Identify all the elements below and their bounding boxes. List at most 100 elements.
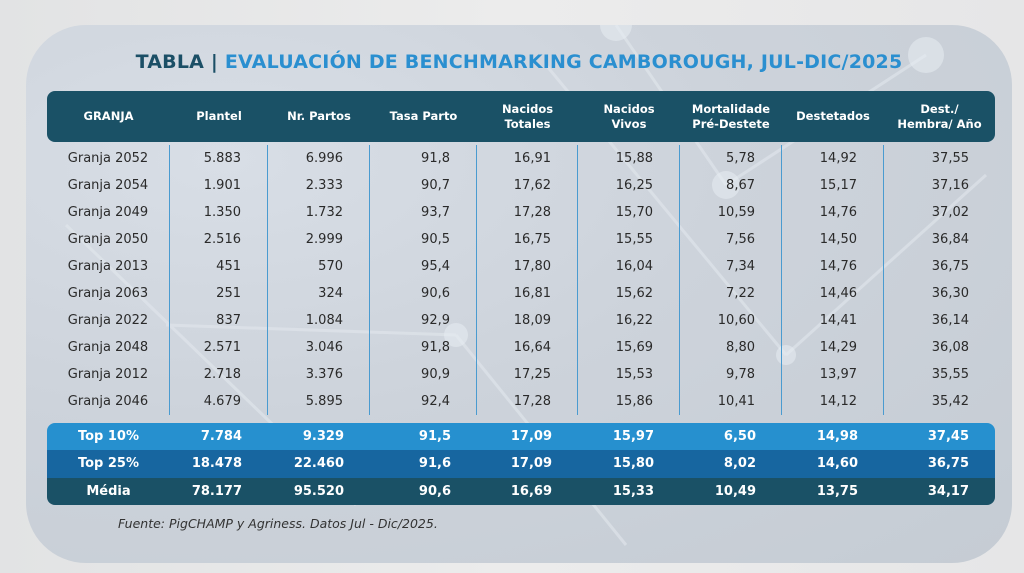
row-label: Granja 2012 (47, 361, 170, 388)
row-label: Granja 2046 (47, 388, 170, 415)
table-cell: 2.516 (170, 226, 268, 253)
table-cell: 14,46 (782, 280, 884, 307)
table-cell: 3.046 (268, 334, 370, 361)
table-cell: 90,7 (370, 172, 477, 199)
summary-label: Média (86, 483, 131, 499)
table-cell: 91,8 (370, 145, 477, 172)
table-row: Granja 2048 2.571 3.046 91,8 16,64 15,69 8,80 1… (47, 334, 995, 361)
table-cell: 324 (268, 280, 370, 307)
col-header-nr-partos: Nr. Partos (287, 109, 351, 123)
table-cell: 16,64 (477, 334, 578, 361)
table-cell: 16,22 (578, 307, 680, 334)
summary-cell: 17,09 (510, 456, 552, 472)
table-cell: 2.571 (170, 334, 268, 361)
table-cell: 16,75 (477, 226, 578, 253)
summary-cell: 95.520 (293, 483, 344, 499)
table-cell: 4.679 (170, 388, 268, 415)
table-cell: 91,8 (370, 334, 477, 361)
table-cell: 93,7 (370, 199, 477, 226)
row-label: Granja 2054 (47, 172, 170, 199)
col-header-nacidos-vivos: Nacidos Vivos (603, 101, 655, 131)
row-label: Granja 2050 (47, 226, 170, 253)
table-cell: 9,78 (680, 361, 782, 388)
table-cell: 14,50 (782, 226, 884, 253)
title-prefix: TABLA (135, 51, 205, 73)
title-separator: | (210, 51, 219, 73)
table-cell: 5,78 (680, 145, 782, 172)
table-cell: 1.350 (170, 199, 268, 226)
table-cell: 16,25 (578, 172, 680, 199)
table-panel: TABLA | EVALUACIÓN DE BENCHMARKING CAMBO… (26, 25, 1012, 563)
col-header-tasa-parto: Tasa Parto (389, 109, 458, 123)
summary-rows: Top 10% 7.784 9.329 91,5 17,09 15,97 6,50 14,98… (47, 423, 995, 505)
summary-cell: 13,75 (816, 483, 858, 499)
table-row: Granja 2063 251 324 90,6 16,81 15,62 7,22 14,46… (47, 280, 995, 307)
row-label: Granja 2049 (47, 199, 170, 226)
table-cell: 37,02 (931, 205, 969, 220)
table-cell: 7,22 (680, 280, 782, 307)
table-cell: 36,75 (931, 259, 969, 274)
table-header: GRANJA Plantel Nr. Partos Tasa Parto Nac… (47, 91, 995, 142)
table-row: Granja 2012 2.718 3.376 90,9 17,25 15,53 9,78 1… (47, 361, 995, 388)
table-cell: 14,41 (782, 307, 884, 334)
table-row: Granja 2046 4.679 5.895 92,4 17,28 15,86 10,41… (47, 388, 995, 415)
table-cell: 15,70 (578, 199, 680, 226)
table-cell: 90,9 (370, 361, 477, 388)
table-cell: 15,55 (578, 226, 680, 253)
table-cell: 16,81 (477, 280, 578, 307)
table-title: TABLA | EVALUACIÓN DE BENCHMARKING CAMBO… (26, 51, 1012, 73)
table-cell: 2.999 (268, 226, 370, 253)
table-cell: 1.084 (268, 307, 370, 334)
col-header-dest-hembra-ano: Dest./ Hembra/ Año (897, 101, 982, 131)
table-cell: 35,42 (931, 394, 969, 409)
col-header-plantel: Plantel (196, 109, 242, 123)
table-cell: 10,41 (680, 388, 782, 415)
summary-cell: 6,50 (723, 429, 756, 445)
summary-cell: 16,69 (510, 483, 552, 499)
summary-cell: 10,49 (714, 483, 756, 499)
title-main: EVALUACIÓN DE BENCHMARKING CAMBOROUGH, J… (224, 51, 903, 73)
summary-cell: 37,45 (927, 429, 969, 445)
table-cell: 90,5 (370, 226, 477, 253)
table-cell: 8,80 (680, 334, 782, 361)
col-header-granja: GRANJA (83, 109, 134, 123)
summary-cell: 17,09 (510, 429, 552, 445)
table-cell: 7,34 (680, 253, 782, 280)
table-cell: 10,59 (680, 199, 782, 226)
table-cell: 14,12 (782, 388, 884, 415)
table-cell: 14,76 (782, 199, 884, 226)
table-cell: 15,86 (578, 388, 680, 415)
summary-cell: 7.784 (200, 429, 242, 445)
table-cell: 6.996 (268, 145, 370, 172)
row-label: Granja 2063 (47, 280, 170, 307)
table-cell: 15,69 (578, 334, 680, 361)
table-cell: 451 (170, 253, 268, 280)
table-cell: 36,84 (931, 232, 969, 247)
summary-cell: 14,98 (816, 429, 858, 445)
table-cell: 17,25 (477, 361, 578, 388)
summary-label: Top 25% (77, 456, 140, 472)
table-cell: 251 (170, 280, 268, 307)
table-cell: 15,62 (578, 280, 680, 307)
table-row: Granja 2050 2.516 2.999 90,5 16,75 15,55 7,56 1… (47, 226, 995, 253)
table-cell: 17,28 (477, 388, 578, 415)
summary-row-top10: Top 10% 7.784 9.329 91,5 17,09 15,97 6,50 14,98… (47, 423, 995, 451)
table-row: Granja 2013 451 570 95,4 17,80 16,04 7,34 14,76… (47, 253, 995, 280)
table-cell: 17,80 (477, 253, 578, 280)
summary-cell: 9.329 (302, 429, 344, 445)
table-row: Granja 2054 1.901 2.333 90,7 17,62 16,25 8,67 1… (47, 172, 995, 199)
table-cell: 17,62 (477, 172, 578, 199)
table-cell: 36,30 (931, 286, 969, 301)
table-cell: 35,55 (931, 367, 969, 382)
table-cell: 92,4 (370, 388, 477, 415)
table-cell: 1.732 (268, 199, 370, 226)
table-cell: 14,29 (782, 334, 884, 361)
summary-cell: 15,33 (612, 483, 654, 499)
table-cell: 2.718 (170, 361, 268, 388)
table-cell: 3.376 (268, 361, 370, 388)
summary-cell: 8,02 (723, 456, 756, 472)
col-header-nacidos-totales: Nacidos Totales (501, 101, 554, 131)
summary-cell: 15,97 (612, 429, 654, 445)
table-cell: 8,67 (680, 172, 782, 199)
table-cell: 37,16 (931, 178, 969, 193)
